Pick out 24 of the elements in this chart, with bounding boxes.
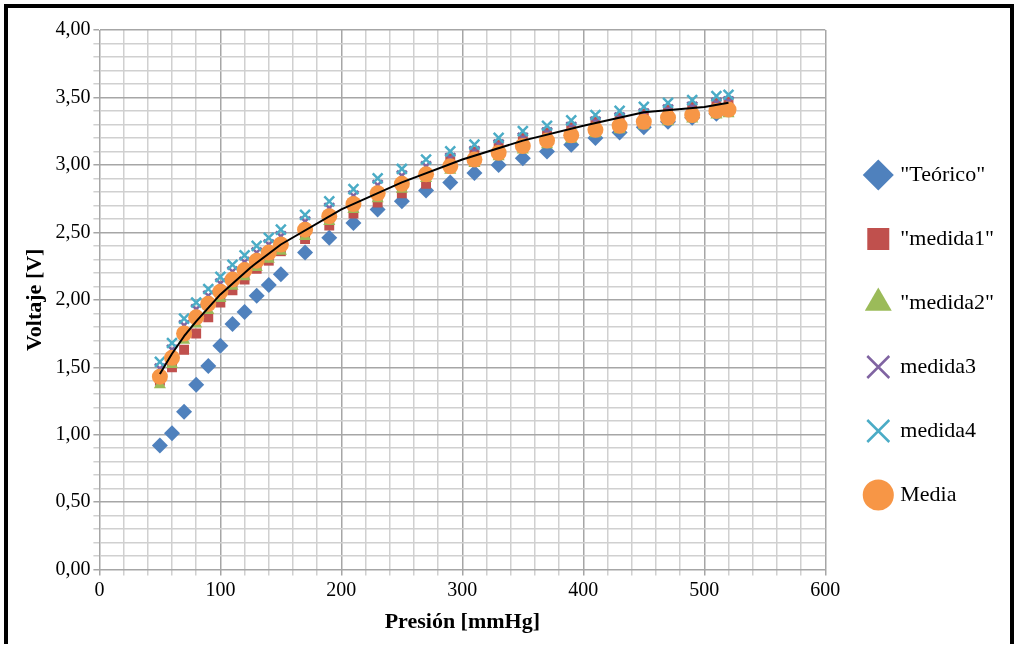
legend-label: "Teórico" <box>900 160 986 186</box>
legend-label: Media <box>900 480 957 506</box>
x-tick-label: 400 <box>568 577 599 600</box>
legend-label: "medida1" <box>900 224 994 250</box>
y-tick-label: 1,50 <box>55 354 91 377</box>
y-tick-label: 3,50 <box>55 84 91 107</box>
y-tick-label: 3,00 <box>55 152 91 175</box>
x-tick-label: 200 <box>326 577 357 600</box>
legend-label: "medida2" <box>900 288 994 314</box>
x-tick-label: 0 <box>94 577 105 600</box>
x-tick-label: 600 <box>810 577 841 600</box>
y-tick-label: 4,00 <box>55 17 91 40</box>
y-axis-title: Voltaje [V] <box>20 248 46 352</box>
y-tick-label: 0,50 <box>55 489 91 512</box>
legend-label: medida4 <box>900 416 977 442</box>
x-tick-label: 100 <box>205 577 236 600</box>
y-tick-label: 1,00 <box>55 421 91 444</box>
y-tick-label: 2,00 <box>55 287 91 310</box>
x-axis-title: Presión [mmHg] <box>384 608 541 634</box>
y-tick-label: 2,50 <box>55 219 91 242</box>
x-tick-label: 500 <box>689 577 720 600</box>
legend-label: medida3 <box>900 352 977 378</box>
y-tick-label: 0,00 <box>55 556 91 579</box>
x-tick-label: 300 <box>447 577 478 600</box>
